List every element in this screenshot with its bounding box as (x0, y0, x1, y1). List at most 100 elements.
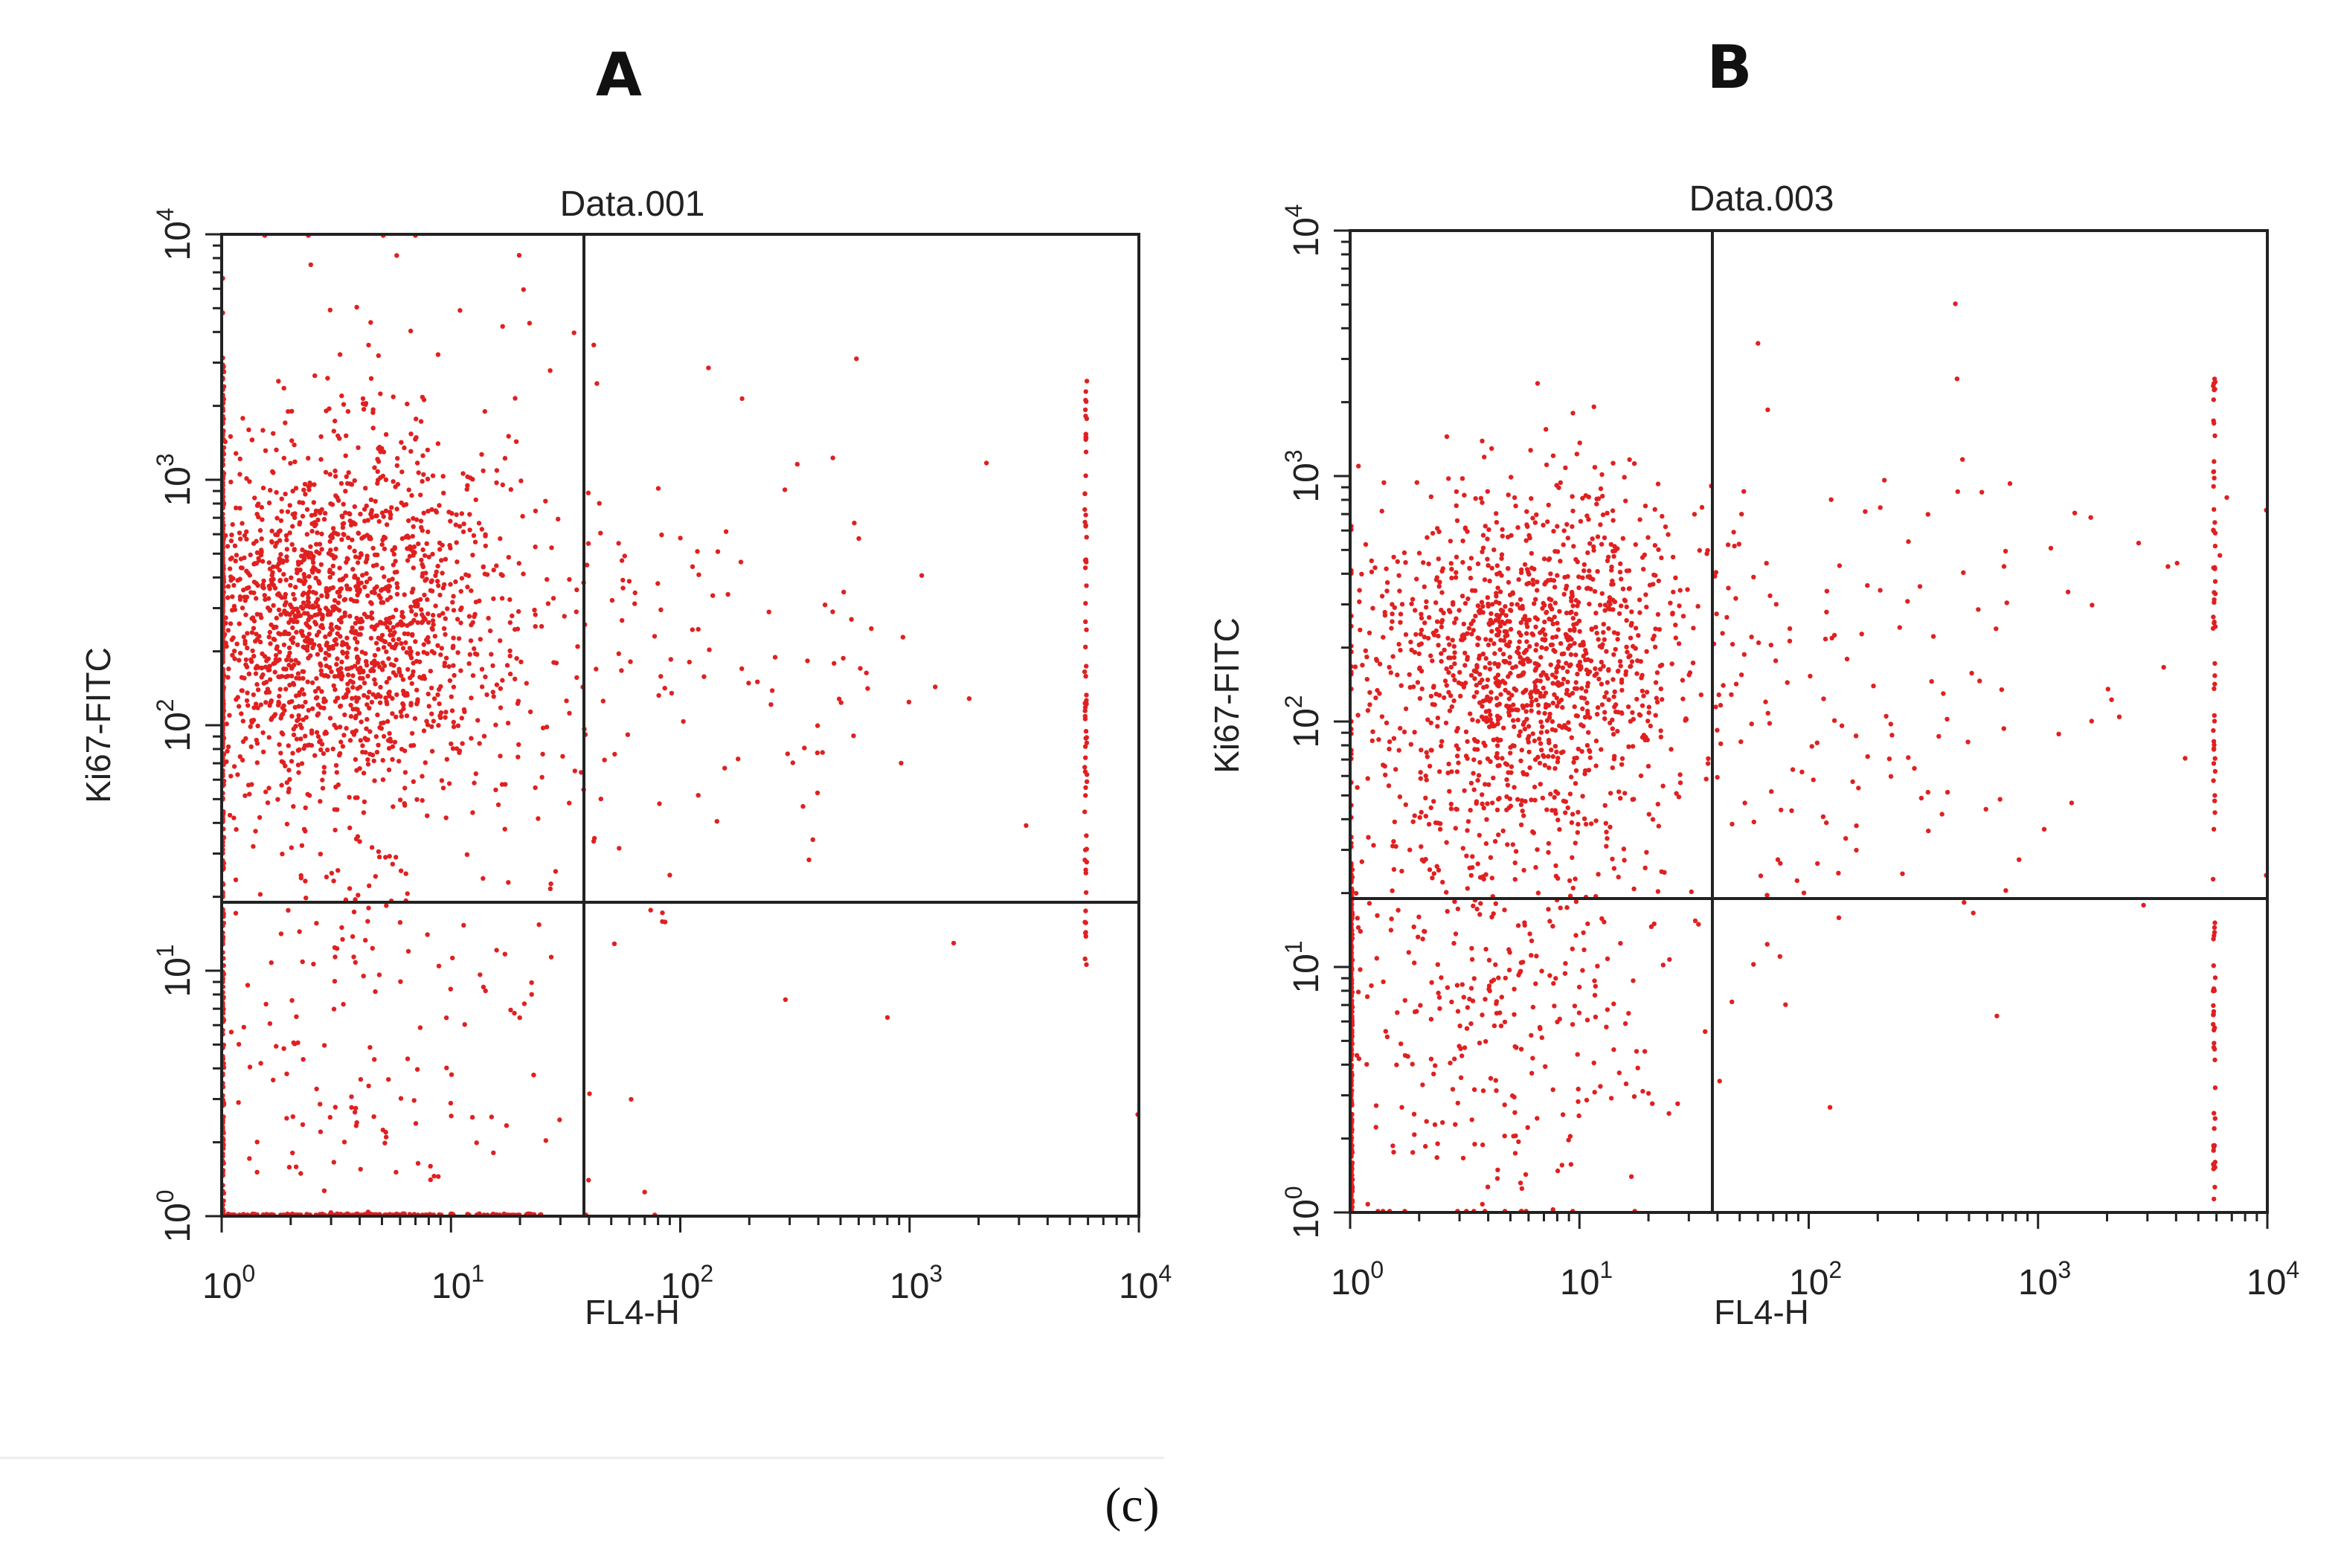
scatter-point (1570, 855, 1575, 861)
scatter-point (1512, 686, 1517, 691)
scatter-point (388, 628, 393, 633)
scatter-point (1515, 717, 1520, 723)
scatter-point (1448, 561, 1454, 566)
scatter-point (1433, 628, 1439, 634)
scatter-point (586, 1177, 591, 1183)
scatter-point (1751, 819, 1756, 825)
scatter-point (425, 932, 430, 937)
scatter-point (1625, 704, 1631, 710)
scatter-point (312, 482, 317, 487)
scatter-point (375, 457, 380, 462)
scatter-point (1583, 689, 1589, 694)
scatter-point (359, 552, 364, 557)
scatter-point (365, 919, 370, 924)
scatter-point (1448, 664, 1454, 670)
scatter-point (544, 724, 550, 730)
scatter-point (419, 607, 424, 612)
scatter-point (1083, 435, 1089, 440)
scatter-point (1569, 735, 1574, 740)
scatter-point (1459, 982, 1465, 987)
scatter-point (598, 796, 603, 802)
scatter-point (1604, 1024, 1609, 1029)
scatter-point (411, 549, 416, 554)
scatter-point (1083, 389, 1088, 394)
scatter-point (284, 821, 290, 827)
scatter-point (516, 754, 521, 759)
scatter-point (341, 651, 346, 656)
scatter-point (1418, 1003, 1423, 1008)
scatter-point (1658, 686, 1663, 692)
scatter-point (1601, 630, 1606, 635)
scatter-point (1741, 489, 1747, 494)
scatter-point (1619, 687, 1625, 693)
scatter-point (1440, 879, 1445, 885)
scatter-point (1379, 508, 1384, 514)
scatter-point (355, 592, 360, 598)
scatter-point (1538, 730, 1544, 735)
scatter-point (1618, 941, 1623, 946)
scatter-point (289, 666, 295, 671)
x-tick-label-a-3: 103 (890, 1260, 942, 1306)
scatter-point (284, 1116, 289, 1121)
scatter-point (300, 704, 305, 709)
scatter-point (470, 553, 475, 558)
scatter-point (548, 954, 554, 960)
scatter-point (1550, 1206, 1555, 1212)
scatter-point (391, 625, 396, 630)
scatter-point (1431, 1071, 1436, 1077)
scatter-point (298, 873, 304, 878)
scatter-point (265, 687, 271, 692)
scatter-point (341, 402, 347, 407)
scatter-point (228, 434, 234, 439)
scatter-point (1676, 794, 1682, 800)
scatter-point (352, 1110, 358, 1115)
scatter-point (1516, 645, 1521, 651)
scatter-point (267, 629, 272, 635)
scatter-point (1483, 946, 1488, 952)
scatter-point (286, 907, 291, 913)
scatter-point (1507, 640, 1512, 645)
scatter-point (690, 564, 696, 569)
scatter-point (1878, 588, 1883, 593)
scatter-point (1595, 534, 1601, 539)
scatter-point (391, 614, 396, 620)
scatter-point (290, 751, 295, 756)
scatter-point (405, 401, 410, 407)
scatter-point (1685, 587, 1690, 592)
scatter-point (481, 565, 486, 570)
scatter-point (1941, 691, 1946, 696)
scatter-point (1573, 933, 1579, 938)
scatter-point (462, 1022, 467, 1027)
scatter-point (1523, 649, 1528, 655)
scatter-point (289, 759, 295, 764)
scatter-point (376, 849, 382, 855)
scatter-point (1488, 696, 1494, 701)
scatter-point (347, 586, 353, 592)
scatter-point (307, 585, 312, 590)
scatter-point (1658, 734, 1663, 739)
scatter-point (354, 698, 359, 704)
scatter-point (1497, 701, 1503, 707)
scatter-point (388, 662, 394, 667)
scatter-point (1512, 1151, 1518, 1156)
scatter-point (1463, 729, 1469, 734)
scatter-point (1738, 672, 1744, 678)
scatter-point (1394, 1062, 1399, 1067)
scatter-point (1646, 710, 1651, 716)
scatter-point (1084, 583, 1089, 588)
scatter-point (282, 707, 287, 713)
scatter-point (1537, 736, 1542, 742)
scatter-point (413, 1121, 419, 1126)
scatter-point (321, 705, 327, 711)
scatter-point (283, 420, 288, 425)
scatter-point (418, 419, 424, 424)
scatter-point (339, 513, 344, 518)
scatter-point (420, 453, 425, 458)
scatter-point (1436, 633, 1441, 639)
scatter-point (1583, 821, 1589, 827)
scatter-point (746, 681, 751, 686)
scatter-point (1423, 773, 1428, 779)
scatter-point (1427, 614, 1432, 620)
scatter-point (396, 669, 402, 675)
scatter-point (249, 659, 254, 664)
